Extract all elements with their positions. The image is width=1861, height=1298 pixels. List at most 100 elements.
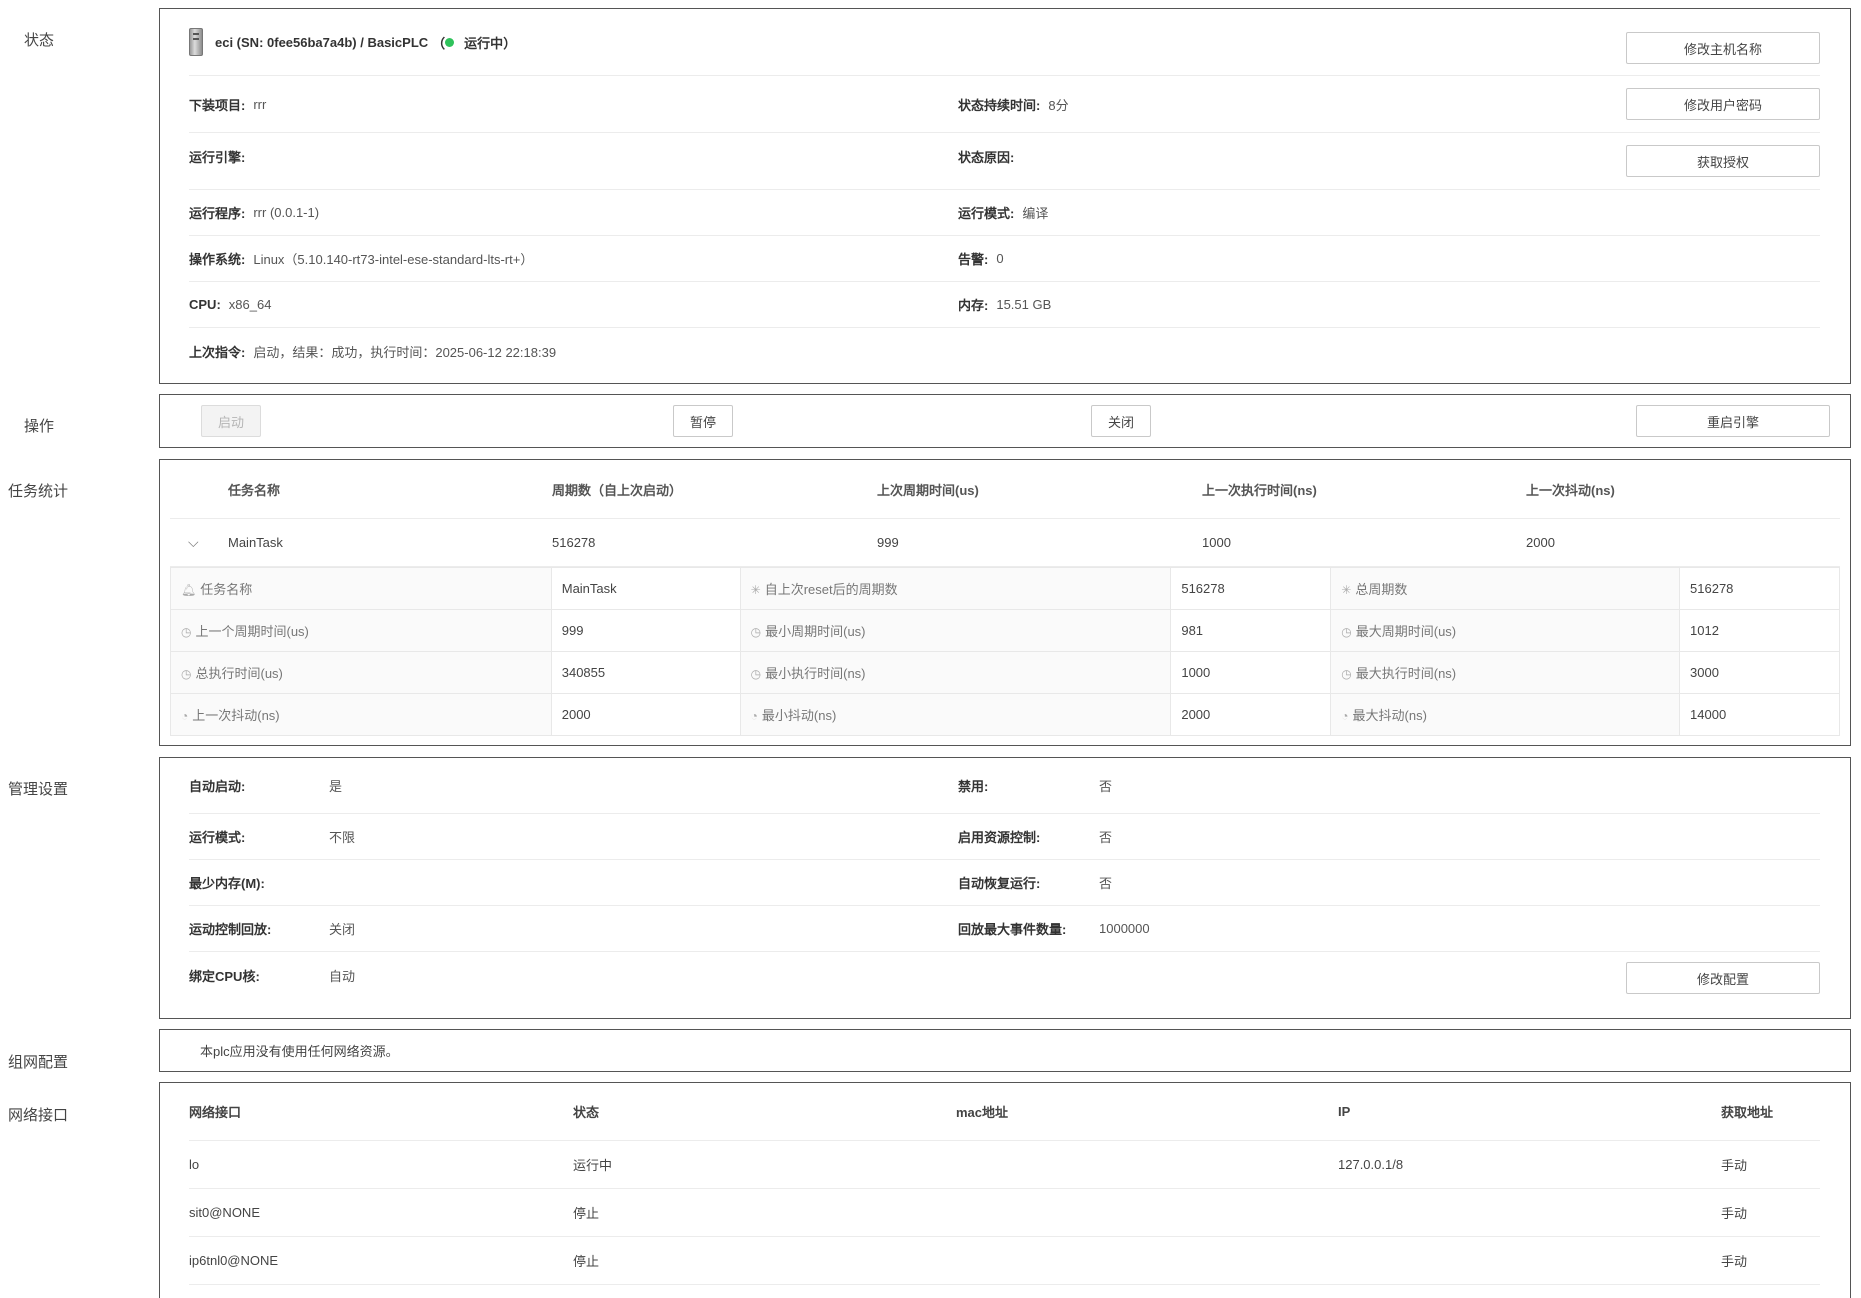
task-row-maintask[interactable]: ⌵ MainTask 516278 999 1000 2000 — [170, 519, 1840, 567]
clock-icon: ◷ — [1341, 625, 1352, 639]
disabled-key: 禁用: — [958, 779, 989, 794]
task-detail-label: 总周期数 — [1355, 582, 1408, 597]
device-state: 运行中 — [464, 35, 504, 51]
status-row-program: 运行程序: rrr (0.0.1-1) 运行模式: 编译 — [189, 190, 1820, 236]
mgmt-run-mode-value: 不限 — [329, 830, 356, 845]
task-detail-label-cell: ◷ 最大周期时间(us) — [1330, 609, 1681, 652]
management-panel: 自动启动: 是 禁用: 否 运行模式: 不限 启用资源控制: 否 最少内存(M)… — [159, 757, 1851, 1019]
restart-engine-button[interactable]: 重启引擎 — [1636, 405, 1830, 437]
device-title: eci (SN: 0fee56ba7a4b) / BasicPLC — [215, 34, 429, 50]
mgmt-row-3: 最少内存(M): 自动恢复运行: 否 — [189, 860, 1820, 906]
playback-max-value: 1000000 — [1099, 921, 1150, 936]
task-detail-label: 最大抖动(ns) — [1352, 708, 1427, 723]
col-last-cycle-time: 上次周期时间(us) — [877, 482, 979, 498]
task-detail-label: 上一次抖动(ns) — [192, 708, 280, 723]
auto-recover-value: 否 — [1099, 876, 1113, 891]
chevron-down-icon[interactable]: ⌵ — [188, 534, 199, 550]
col-cycle-count: 周期数（自上次启动） — [552, 482, 683, 498]
task-detail-label-cell: ◔ 上一次抖动(ns) — [170, 693, 552, 736]
task-detail-label-cell: 🔔︎ 任务名称 — [170, 567, 552, 610]
min-mem-key: 最少内存(M): — [189, 876, 265, 891]
task-detail-value: MainTask — [550, 567, 741, 610]
motion-playback-key: 运动控制回放: — [189, 922, 272, 937]
col-interface: 网络接口 — [189, 1105, 242, 1120]
auto-recover-key: 自动恢复运行: — [958, 876, 1041, 891]
pause-button[interactable]: 暂停 — [673, 405, 733, 437]
net-interface-state: 停止 — [573, 1206, 600, 1221]
program-value: rrr (0.0.1-1) — [253, 205, 320, 220]
state-duration-key: 状态持续时间: — [958, 97, 1041, 113]
net-interface-name: sit0@NONE — [189, 1205, 260, 1220]
task-detail-value: 340855 — [550, 651, 741, 694]
task-detail-value: 516278 — [1679, 567, 1840, 610]
task-detail-label-cell: ✳ 自上次reset后的周期数 — [739, 567, 1172, 610]
task-detail-label-cell: ◷ 上一个周期时间(us) — [170, 609, 552, 652]
status-row-engine: 运行引擎: 状态原因: 获取授权 — [189, 133, 1820, 190]
change-password-button[interactable]: 修改用户密码 — [1626, 88, 1820, 120]
net-interface-ip: 127.0.0.1/8 — [1338, 1157, 1404, 1172]
task-detail-row: ◷ 上一个周期时间(us) 999 ◷ 最小周期时间(us) 981 ◷ 最大周期时间(us)… — [170, 609, 1840, 652]
cpu-field: CPU: x86_64 — [189, 282, 271, 327]
net-interface-addr-mode: 手动 — [1721, 1254, 1748, 1269]
resource-ctrl-key: 启用资源控制: — [958, 830, 1041, 845]
download-project-key: 下装项目: — [189, 97, 246, 113]
col-mac: mac地址 — [956, 1105, 1009, 1120]
running-status-dot-icon — [445, 37, 455, 47]
disabled-value: 否 — [1099, 779, 1113, 794]
net-interface-state: 运行中 — [573, 1158, 613, 1173]
alarm-key: 告警: — [958, 252, 989, 267]
net-interface-name: ip6tnl0@NONE — [189, 1253, 279, 1268]
task-detail-value: 1000 — [1170, 651, 1332, 694]
net-interface-addr-mode: 手动 — [1721, 1206, 1748, 1221]
close-button[interactable]: 关闭 — [1091, 405, 1151, 437]
task-detail-row: 🔔︎ 任务名称 MainTask ✳ 自上次reset后的周期数 516278 ✳ 总周期数 5… — [170, 567, 1840, 610]
task-detail-label-cell: ◷ 最大执行时间(ns) — [1330, 651, 1681, 694]
task-row-last-exec-time: 1000 — [1202, 535, 1231, 550]
mgmt-row-2: 运行模式: 不限 启用资源控制: 否 — [189, 814, 1820, 860]
col-last-exec-time: 上一次执行时间(ns) — [1202, 482, 1317, 498]
col-task-name: 任务名称 — [228, 482, 281, 498]
os-key: 操作系统: — [189, 252, 246, 267]
status-row-cpu: CPU: x86_64 内存: 15.51 GB — [189, 282, 1820, 328]
task-detail-label: 最小周期时间(us) — [765, 624, 866, 639]
task-detail-label: 上一个周期时间(us) — [195, 624, 309, 639]
task-detail-label-cell: ✳ 总周期数 — [1330, 567, 1681, 610]
task-detail-value: 981 — [1170, 609, 1332, 652]
net-interface-addr-mode: 手动 — [1721, 1158, 1748, 1173]
task-detail-value: 1012 — [1679, 609, 1840, 652]
loading-icon: ✳ — [750, 583, 761, 597]
task-detail-value: 14000 — [1679, 693, 1840, 736]
download-project-field: 下装项目: rrr — [189, 76, 266, 132]
start-button[interactable]: 启动 — [201, 405, 261, 437]
rename-host-button[interactable]: 修改主机名称 — [1626, 32, 1820, 64]
memory-value: 15.51 GB — [996, 297, 1052, 312]
motion-playback-value: 关闭 — [329, 922, 356, 937]
task-detail-label: 最小执行时间(ns) — [765, 666, 866, 681]
net-interface-name: lo — [189, 1157, 200, 1172]
mgmt-row-5: 绑定CPU核: 自动 修改配置 — [189, 952, 1820, 998]
net-table-row: lo 运行中 127.0.0.1/8 手动 — [189, 1141, 1820, 1189]
task-detail-label: 最大执行时间(ns) — [1355, 666, 1457, 681]
network-config-message: 本plc应用没有使用任何网络资源。 — [200, 1044, 399, 1059]
auto-start-value: 是 — [329, 779, 343, 794]
state-reason-field: 状态原因: — [958, 133, 1022, 189]
clock-icon: ◷ — [750, 667, 762, 681]
cpu-key: CPU: — [189, 297, 221, 312]
net-table-row: ip6tnl0@NONE 停止 手动 — [189, 1237, 1820, 1285]
task-detail-label-cell: ◷ 最小周期时间(us) — [739, 609, 1172, 652]
engine-key: 运行引擎: — [189, 150, 246, 165]
modify-config-button[interactable]: 修改配置 — [1626, 962, 1820, 994]
bell-icon: 🔔︎ — [181, 583, 197, 597]
get-license-button[interactable]: 获取授权 — [1626, 145, 1820, 177]
run-mode-value: 编译 — [1022, 206, 1049, 221]
status-panel: eci (SN: 0fee56ba7a4b) / BasicPLC （ 运行中 … — [159, 8, 1851, 384]
device-title-group: eci (SN: 0fee56ba7a4b) / BasicPLC （ 运行中 … — [189, 9, 516, 75]
paren-open: （ — [432, 35, 446, 51]
section-label-management: 管理设置 — [8, 781, 69, 798]
col-ip: IP — [1338, 1104, 1351, 1119]
task-detail-label: 最小抖动(ns) — [761, 708, 837, 723]
memory-field: 内存: 15.51 GB — [958, 282, 1051, 327]
mgmt-run-mode-key: 运行模式: — [189, 830, 246, 845]
net-table-header: 网络接口 状态 mac地址 IP 获取地址 — [189, 1083, 1820, 1141]
alarm-field: 告警: 0 — [958, 236, 1004, 281]
